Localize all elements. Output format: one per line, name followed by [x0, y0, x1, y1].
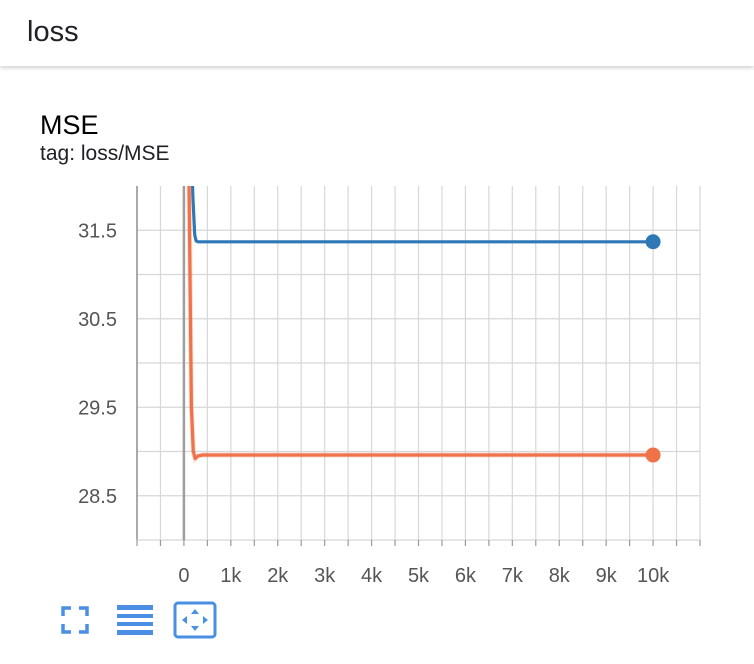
- series-endpoints: [645, 234, 661, 463]
- series-endpoint: [645, 447, 661, 463]
- chart-axes: [136, 186, 701, 546]
- y-tick-label: 31.5: [78, 220, 117, 242]
- x-tick-label: 9k: [596, 565, 618, 587]
- x-tick-labels: 0 1k 2k 3k 4k 5k 6k 7k 8k 9k 10k: [178, 565, 670, 587]
- toggle-data-table-button[interactable]: [112, 600, 158, 640]
- y-tick-label: 29.5: [78, 397, 117, 419]
- x-tick-label: 10k: [637, 565, 670, 587]
- x-tick-label: 0: [178, 565, 189, 587]
- section-title: loss: [27, 16, 79, 48]
- series-line: [190, 186, 654, 244]
- x-tick-label: 5k: [408, 565, 430, 587]
- loss-chart[interactable]: 28.5 29.5 30.5 31.5 0 1k 2k 3k 4k 5k 6k 7k 8k 9k 10k: [0, 180, 754, 590]
- chart-card-title: MSE: [40, 110, 99, 140]
- chart-toolbar: [52, 600, 232, 640]
- x-tick-label: 1k: [220, 565, 242, 587]
- x-tick-label: 8k: [549, 565, 571, 587]
- x-tick-label: 7k: [502, 565, 524, 587]
- y-tick-label: 30.5: [78, 309, 117, 331]
- series-endpoint: [645, 234, 661, 250]
- x-tick-label: 3k: [314, 565, 336, 587]
- data-table-icon: [116, 604, 154, 636]
- x-tick-label: 2k: [267, 565, 289, 587]
- header-bar: loss: [0, 0, 754, 66]
- x-tick-label: 4k: [361, 565, 383, 587]
- fullscreen-button[interactable]: [52, 600, 98, 640]
- fit-domain-button[interactable]: [172, 600, 218, 640]
- series-line: [187, 186, 654, 461]
- y-tick-label: 28.5: [78, 486, 117, 508]
- chart-grid: [136, 186, 701, 540]
- y-tick-labels: 28.5 29.5 30.5 31.5: [78, 220, 117, 508]
- chart-card-tag: tag: loss/MSE: [40, 142, 170, 165]
- fit-domain-icon: [173, 601, 217, 639]
- fullscreen-icon: [60, 605, 90, 635]
- x-tick-label: 6k: [455, 565, 477, 587]
- series-lines: [186, 186, 654, 464]
